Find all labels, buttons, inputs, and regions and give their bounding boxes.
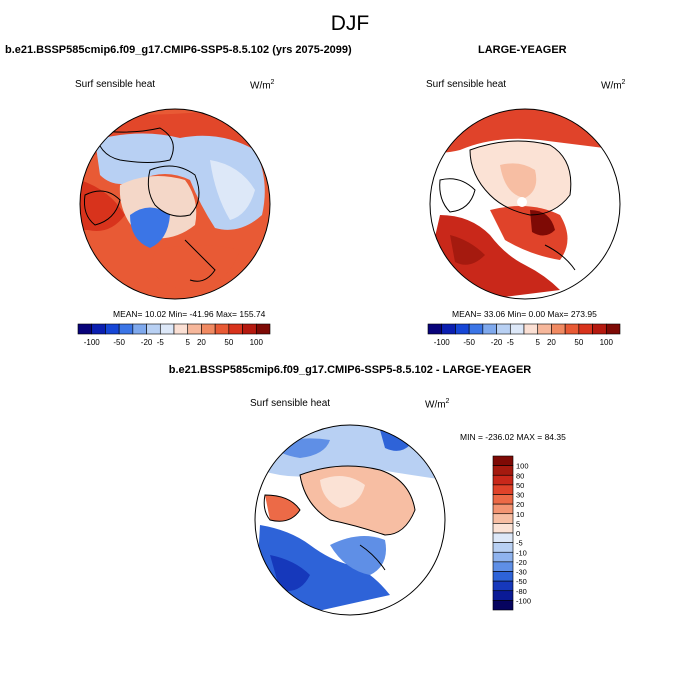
panel-2-colorbar-tick-label: -50 [463, 338, 475, 347]
panel-3-units: W/m2 [425, 398, 450, 411]
panel-1-colorbar-tick-label: -50 [113, 338, 125, 347]
panel-3-colorbar-color-box [492, 580, 514, 592]
panel-3-colorbar-color-box [492, 600, 514, 611]
panel-3-colorbar-tick-label: 100 [516, 462, 529, 471]
panel-3-colorbar-color-box [492, 503, 514, 515]
panel-3-colorbar-tick-label: -30 [516, 568, 527, 577]
panel-3-colorbar-tick-label: 5 [516, 519, 520, 528]
panel-1-colorbar-tick-label: -5 [157, 338, 165, 347]
panel-3-colorbar-tick-label: -80 [516, 587, 527, 596]
panel-3-colorbar-color-box [492, 494, 514, 505]
panel-3-colorbar-tick-label: -50 [516, 577, 527, 586]
panel-1-units: W/m2 [250, 79, 275, 92]
panel-3-colorbar-tick-label: 50 [516, 481, 524, 490]
panel-3-colorbar-color-box [492, 513, 514, 524]
panel-3-colorbar-tick-label: -10 [516, 548, 527, 557]
panel-3-colorbar-color-box [492, 590, 514, 601]
panel-3-colorbar-color-box [492, 532, 514, 543]
panel-1-colorbar-tick-label: 5 [185, 338, 190, 347]
panel-1-colorbar-tick-label: -100 [84, 338, 101, 347]
panel-3-title: b.e21.BSSP585cmip6.f09_g17.CMIP6-SSP5-8.… [168, 364, 532, 376]
panel-3-colorbar-tick-label: 30 [516, 491, 524, 500]
panel-3-colorbar-color-box [492, 571, 514, 582]
panel-2-title: LARGE-YEAGER [478, 44, 567, 56]
panel-3-colorbar-tick-label: -20 [516, 558, 527, 567]
panel-2-colorbar-color-box [605, 323, 621, 335]
panel-3-colorbar-color-box [492, 561, 514, 572]
panel-1-variable-label: Surf sensible heat [75, 79, 156, 90]
panel-1-colorbar-tick-label: 20 [197, 338, 206, 347]
panel-3-colorbar-tick-label: 0 [516, 529, 520, 538]
figure-title: DJF [330, 12, 370, 35]
panel-2-colorbar-tick-label: 20 [547, 338, 556, 347]
panel-1-colorbar-color-box [255, 323, 271, 335]
panel-3-colorbar-color-box [492, 523, 514, 534]
panel-1-title: b.e21.BSSP585cmip6.f09_g17.CMIP6-SSP5-8.… [5, 44, 352, 56]
panel-3-colorbar-tick-label: 10 [516, 510, 524, 519]
panel-3-variable-label: Surf sensible heat [250, 398, 331, 409]
panel-1-stats: MEAN= 10.02 Min= -41.96 Max= 155.74 [113, 309, 266, 319]
panel-2-colorbar-tick-label: -20 [491, 338, 503, 347]
panel-3-colorbar-color-box [492, 551, 514, 563]
panel-3-colorbar-color-box [492, 455, 514, 466]
panel-1-colorbar-tick-label: 100 [250, 338, 264, 347]
panel-2-units: W/m2 [601, 79, 626, 92]
panel-2-colorbar-tick-label: -5 [507, 338, 515, 347]
panel-3-colorbar-tick-label: 20 [516, 500, 524, 509]
panel-3-colorbar-color-box [492, 542, 514, 553]
panel-2-colorbar-tick-label: 50 [574, 338, 583, 347]
panel-3-colorbar-tick-label: 80 [516, 471, 524, 480]
panel-2-stats: MEAN= 33.06 Min= 0.00 Max= 273.95 [452, 309, 597, 319]
panel-2-colorbar-tick-label: 5 [535, 338, 540, 347]
panel-2-colorbar-tick-label: -100 [434, 338, 451, 347]
panel-3-colorbar-tick-label: -100 [516, 596, 531, 605]
panel-2-variable-label: Surf sensible heat [426, 79, 507, 90]
panel-1-colorbar-tick-label: 50 [224, 338, 233, 347]
panel-1-colorbar-tick-label: -20 [141, 338, 153, 347]
panel-3-colorbar-color-box [492, 484, 514, 495]
panel-3-colorbar-tick-label: -5 [516, 539, 523, 548]
panel-3-colorbar-color-box [492, 474, 514, 486]
panel-3-colorbar-color-box [492, 465, 514, 476]
panel-3-stats: MIN = -236.02 MAX = 84.35 [460, 432, 566, 442]
panel-2-colorbar-tick-label: 100 [600, 338, 614, 347]
